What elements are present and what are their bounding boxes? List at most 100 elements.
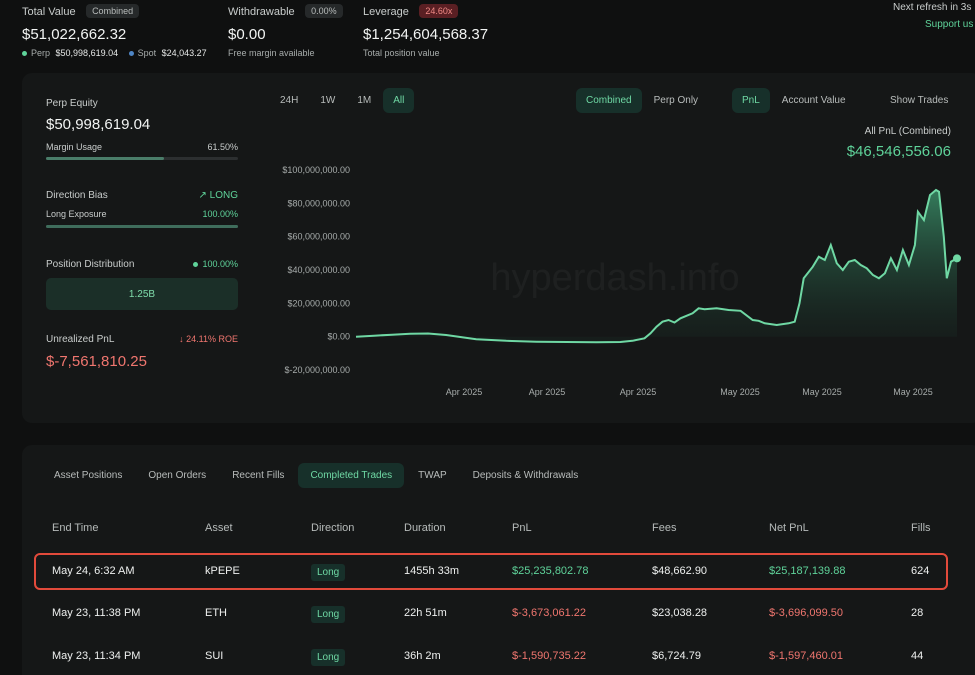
cell-direction: Long: [311, 649, 346, 666]
withdrawable-sub: Free margin available: [228, 48, 315, 58]
range-1m[interactable]: 1M: [357, 95, 372, 106]
leverage-block: Leverage 24.60x $1,254,604,568.37 Total …: [363, 2, 488, 58]
tab-deposits-withdrawals[interactable]: Deposits & Withdrawals: [472, 470, 579, 481]
x-tick-label: May 2025: [720, 387, 760, 397]
cell-direction: Long: [311, 606, 346, 623]
cell-asset: ETH: [205, 607, 227, 619]
trend-up-icon: ↗: [198, 190, 207, 201]
overview-panel: [22, 73, 975, 423]
column-header-net-pnl[interactable]: Net PnL: [769, 522, 809, 534]
y-tick-label: $80,000,000.00: [287, 198, 350, 208]
left-stats: Perp Equity $50,998,619.04 Margin Usage …: [46, 98, 238, 370]
arrow-down-icon: ↓: [179, 334, 184, 344]
y-tick-label: $40,000,000.00: [287, 265, 350, 275]
y-tick-label: $-20,000,000.00: [284, 365, 350, 375]
tab-completed-trades[interactable]: Completed Trades: [298, 463, 405, 488]
leverage-value: $1,254,604,568.37: [363, 26, 489, 43]
tab-asset-positions[interactable]: Asset Positions: [54, 470, 123, 481]
refresh-block: Next refresh in 3s Support us: [893, 2, 975, 30]
total-value-label: Total Value: [22, 6, 76, 18]
table-row[interactable]: May 23, 11:34 PM SUI Long 36h 2m $-1,590,735…: [0, 649, 975, 666]
tab-recent-fills[interactable]: Recent Fills: [232, 470, 285, 481]
column-header-asset[interactable]: Asset: [205, 522, 233, 534]
roe-value: 24.11% ROE: [186, 334, 238, 344]
direction-bias: ↗ LONG: [198, 190, 238, 201]
x-tick-label: Apr 2025: [529, 387, 566, 397]
cell-fees: $48,662.90: [652, 565, 708, 577]
tab-open-orders[interactable]: Open Orders: [148, 470, 207, 481]
margin-usage-label: Margin Usage: [46, 142, 103, 152]
pnl-headline: All PnL (Combined) $46,546,556.06: [847, 126, 951, 160]
position-distribution-pct: 100.00%: [193, 259, 238, 270]
y-tick-label: $0.00: [327, 332, 350, 342]
leverage-label: Leverage: [363, 6, 409, 18]
cell-pnl: $-1,590,735.22: [512, 650, 587, 662]
spot-label: Spot: [137, 48, 157, 58]
mode-combined[interactable]: Combined: [576, 88, 642, 113]
x-tick-label: Apr 2025: [446, 387, 483, 397]
column-header-end-time[interactable]: End Time: [52, 522, 99, 534]
perp-dot-icon: [22, 51, 27, 57]
leverage-badge: 24.60x: [419, 3, 459, 18]
perp-value: $50,998,619.04: [55, 48, 119, 58]
watermark: hyperdash.info: [490, 257, 739, 299]
show-trades-button[interactable]: Show Trades: [890, 95, 949, 106]
column-header-fills[interactable]: Fills: [911, 522, 931, 534]
column-header-direction[interactable]: Direction: [311, 522, 355, 534]
unrealized-pnl-value: $-7,561,810.25: [46, 353, 147, 370]
direction-bias-value: LONG: [209, 190, 238, 201]
spot-value: $24,043.27: [161, 48, 207, 58]
table-row[interactable]: May 24, 6:32 AM kPEPE Long 1455h 33m $25,235…: [0, 564, 975, 581]
tab-twap[interactable]: TWAP: [418, 470, 447, 481]
cell-net-pnl: $-1,597,460.01: [769, 650, 844, 662]
cell-direction: Long: [311, 564, 346, 581]
x-tick-label: May 2025: [802, 387, 842, 397]
position-distribution-label: Position Distribution: [46, 259, 135, 270]
long-exposure-bar: [46, 225, 238, 228]
x-tick-label: May 2025: [893, 387, 933, 397]
cell-net-pnl: $25,187,139.88: [769, 565, 846, 577]
cell-pnl: $25,235,802.78: [512, 565, 589, 577]
highlight-box: [34, 553, 948, 590]
combined-badge: Combined: [86, 3, 140, 18]
trades-panel: [22, 445, 975, 675]
support-link[interactable]: Support us: [925, 19, 974, 30]
metric-account-value[interactable]: Account Value: [781, 95, 846, 106]
cell-duration: 22h 51m: [404, 607, 447, 619]
withdrawable-value: $0.00: [228, 26, 266, 43]
cell-asset: SUI: [205, 650, 224, 662]
y-tick-label: $100,000,000.00: [282, 165, 350, 175]
y-tick-label: $20,000,000.00: [287, 298, 350, 308]
tab-bar: Asset Positions Open Orders Recent Fills Co…: [42, 463, 590, 488]
margin-usage-fill: [46, 157, 165, 160]
mode-perp-only[interactable]: Perp Only: [653, 95, 699, 106]
position-distribution-value: 100.00%: [202, 259, 238, 269]
table-row[interactable]: May 23, 11:38 PM ETH Long 22h 51m $-3,673,06…: [0, 606, 975, 623]
pnl-chart[interactable]: hyperdash.info $100,000,000.00 $80,000,00…: [260, 150, 975, 410]
metric-pnl[interactable]: PnL: [732, 88, 770, 113]
cell-net-pnl: $-3,696,099.50: [769, 607, 844, 619]
column-header-duration[interactable]: Duration: [404, 522, 446, 534]
long-exposure-fill: [46, 225, 238, 228]
cell-end-time: May 23, 11:34 PM: [52, 650, 141, 662]
column-header-fees[interactable]: Fees: [652, 522, 677, 534]
perp-spot-breakdown: Perp $50,998,619.04 Spot $24,043.27: [22, 48, 207, 58]
withdrawable-block: Withdrawable 0.00% $0.00 Free margin ava…: [228, 2, 343, 58]
range-24h[interactable]: 24H: [280, 95, 299, 106]
x-tick-label: Apr 2025: [620, 387, 657, 397]
range-selector: 24H 1W 1M All: [270, 88, 415, 113]
column-header-pnl[interactable]: PnL: [512, 522, 532, 534]
metric-selector: PnL Account Value: [732, 88, 856, 113]
cell-pnl: $-3,673,061.22: [512, 607, 587, 619]
range-1w[interactable]: 1W: [320, 95, 336, 106]
position-distribution-bar[interactable]: 1.25B: [46, 278, 238, 310]
roe: ↓ 24.11% ROE: [179, 334, 238, 345]
cell-duration: 36h 2m: [404, 650, 441, 662]
long-exposure-value: 100.00%: [202, 209, 238, 219]
cell-fills: 624: [911, 565, 930, 577]
range-all[interactable]: All: [383, 88, 415, 113]
y-tick-label: $60,000,000.00: [287, 232, 350, 242]
perp-label: Perp: [31, 48, 51, 58]
pnl-area: [356, 190, 957, 343]
perp-equity-label: Perp Equity: [46, 98, 98, 109]
